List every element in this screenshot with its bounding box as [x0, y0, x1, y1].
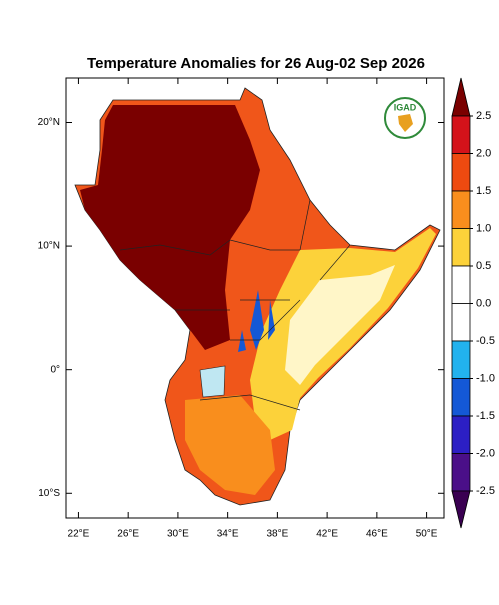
colorbar-label: -2.5 — [476, 485, 495, 497]
colorbar-label: 0.0 — [476, 297, 491, 309]
map-land — [74, 87, 441, 506]
colorbar-box — [451, 453, 471, 492]
colorbar-label: -1.5 — [476, 410, 495, 422]
colorbar-box — [451, 190, 471, 229]
colorbar-label: -1.0 — [476, 372, 495, 384]
x-tick-label: 38°E — [266, 529, 288, 540]
colorbar-box — [451, 378, 471, 417]
colorbar-label: 1.0 — [476, 222, 491, 234]
logo-text: IGAD — [394, 102, 417, 112]
colorbar-box — [451, 340, 471, 379]
colorbar-box — [451, 415, 471, 454]
colorbar-label: 2.0 — [476, 147, 491, 159]
colorbar-box — [451, 115, 471, 154]
colorbar-label: -0.5 — [476, 335, 495, 347]
map-title: Temperature Anomalies for 26 Aug-02 Sep … — [87, 55, 425, 72]
x-tick-label: 46°E — [366, 529, 388, 540]
y-tick-label: 20°N — [38, 117, 60, 128]
colorbar-box — [451, 265, 471, 304]
y-tick-label: 10°N — [38, 241, 60, 252]
logo: IGAD — [384, 97, 426, 139]
colorbar-box — [451, 228, 471, 267]
x-tick-label: 34°E — [217, 529, 239, 540]
colorbar-label: 1.5 — [476, 185, 491, 197]
colorbar-box — [451, 303, 471, 342]
y-tick-label: 10°S — [38, 488, 60, 499]
x-tick-label: 22°E — [68, 529, 90, 540]
colorbar-label: -2.0 — [476, 447, 495, 459]
map-frame — [65, 77, 445, 519]
colorbar-box — [451, 153, 471, 192]
colorbar-label: 0.5 — [476, 260, 491, 272]
colorbar-triangle — [451, 77, 471, 117]
y-tick-label: 0° — [50, 364, 60, 375]
x-tick-label: 26°E — [117, 529, 139, 540]
colorbar-triangle — [451, 490, 471, 529]
x-tick-label: 42°E — [316, 529, 338, 540]
x-tick-label: 30°E — [167, 529, 189, 540]
x-tick-label: 50°E — [416, 529, 438, 540]
colorbar-label: 2.5 — [476, 110, 491, 122]
